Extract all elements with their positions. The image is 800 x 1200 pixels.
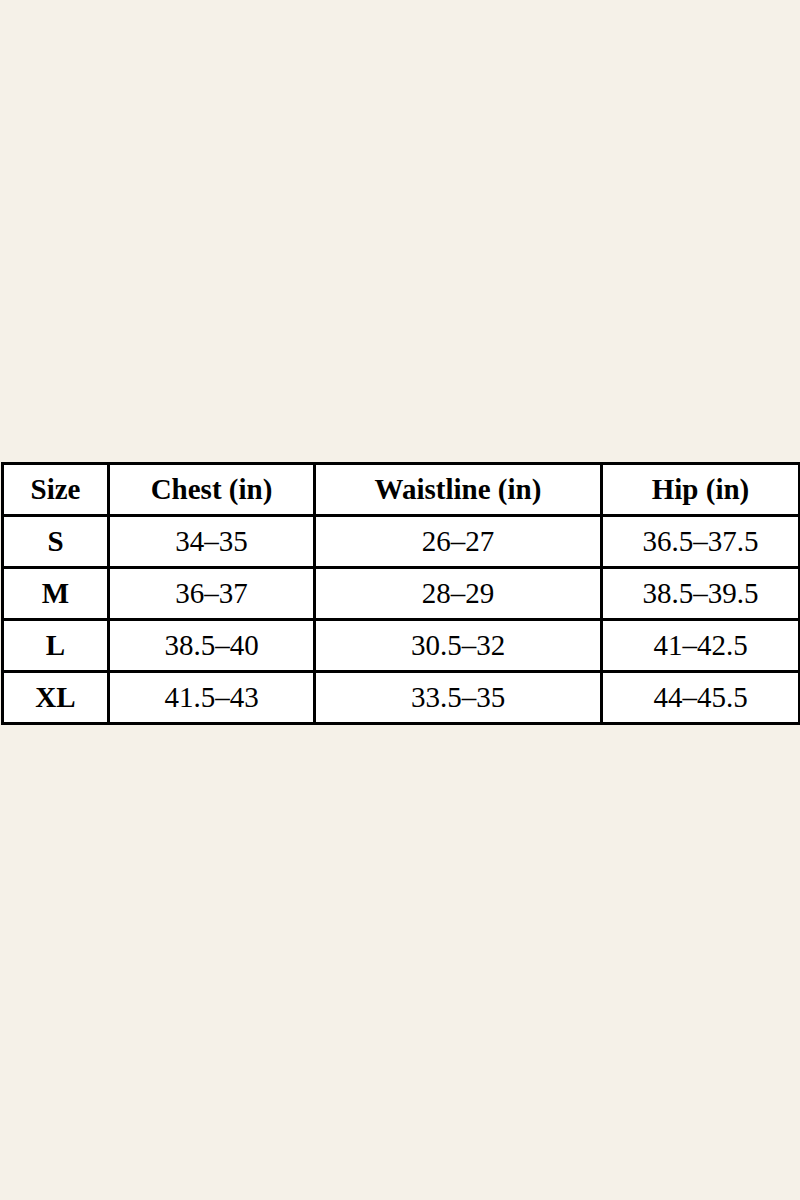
table-header-row: Size Chest (in) Waistline (in) Hip (in) [3,464,800,516]
header-cell-size: Size [3,464,109,516]
cell-chest: 36–37 [109,568,315,620]
table-row-l: L 38.5–40 30.5–32 41–42.5 [3,620,800,672]
cell-size: M [3,568,109,620]
cell-hip: 36.5–37.5 [602,516,800,568]
header-cell-hip: Hip (in) [602,464,800,516]
table-row-m: M 36–37 28–29 38.5–39.5 [3,568,800,620]
table-row-xl: XL 41.5–43 33.5–35 44–45.5 [3,672,800,724]
header-cell-chest: Chest (in) [109,464,315,516]
cell-waistline: 30.5–32 [315,620,602,672]
cell-waistline: 28–29 [315,568,602,620]
size-chart: Size Chest (in) Waistline (in) Hip (in) … [1,462,798,725]
cell-size: L [3,620,109,672]
cell-waistline: 26–27 [315,516,602,568]
table-row-s: S 34–35 26–27 36.5–37.5 [3,516,800,568]
cell-size: XL [3,672,109,724]
cell-hip: 44–45.5 [602,672,800,724]
cell-chest: 41.5–43 [109,672,315,724]
cell-chest: 38.5–40 [109,620,315,672]
cell-size: S [3,516,109,568]
cell-hip: 41–42.5 [602,620,800,672]
cell-waistline: 33.5–35 [315,672,602,724]
size-chart-table: Size Chest (in) Waistline (in) Hip (in) … [1,462,800,725]
cell-hip: 38.5–39.5 [602,568,800,620]
header-cell-waistline: Waistline (in) [315,464,602,516]
cell-chest: 34–35 [109,516,315,568]
